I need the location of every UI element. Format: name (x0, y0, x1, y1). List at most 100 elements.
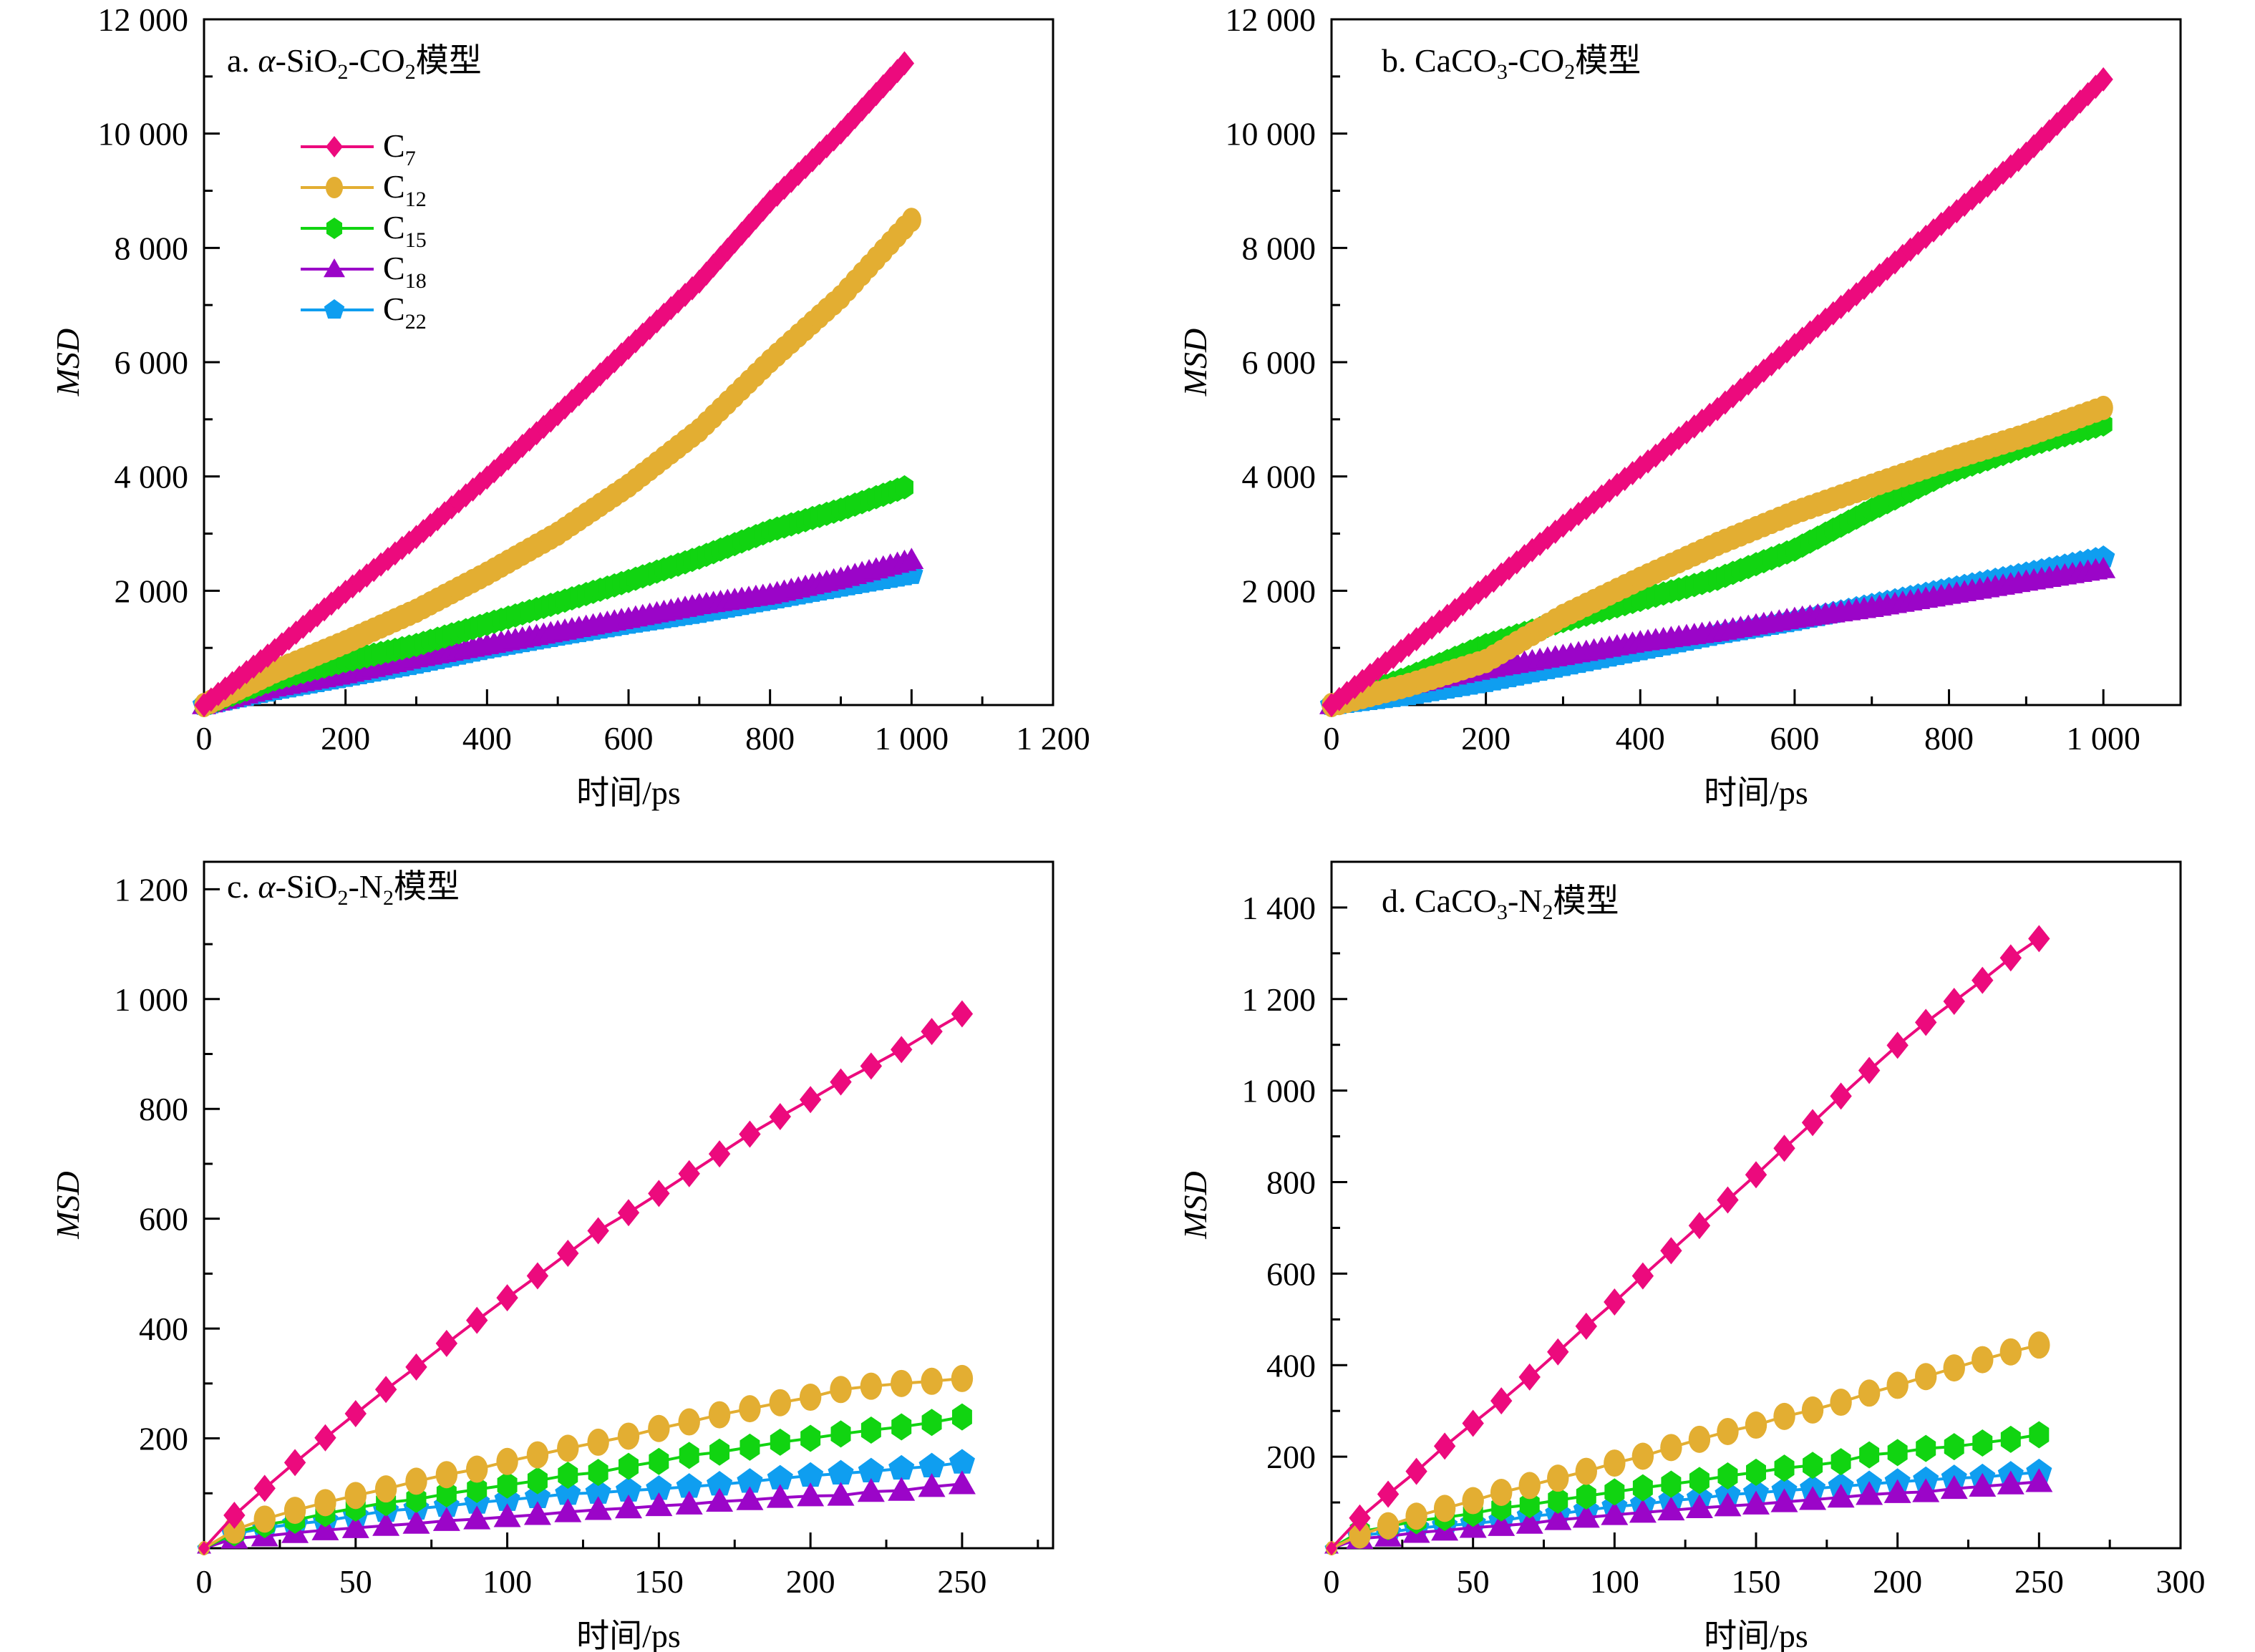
data-point (372, 1512, 400, 1536)
x-tick-label: 1 000 (875, 720, 949, 757)
data-point (463, 1505, 491, 1530)
data-point (800, 1424, 821, 1452)
data-point (737, 1468, 763, 1493)
data-point (1604, 1449, 1626, 1477)
data-point (336, 579, 356, 604)
data-point (678, 1408, 700, 1436)
data-point (1770, 1488, 1798, 1512)
data-point (1943, 987, 1965, 1015)
data-point (860, 1052, 883, 1080)
data-point (1344, 674, 1364, 699)
data-point (1326, 1541, 1337, 1555)
data-point (467, 1475, 488, 1503)
data-point (918, 1473, 946, 1497)
data-point (1391, 638, 1411, 664)
y-tick-label: 1 200 (115, 871, 189, 908)
data-point (1368, 656, 1388, 681)
y-tick-label: 200 (139, 1421, 188, 1457)
panel-title: b. CaCO3-CO2模型 (1382, 42, 1641, 84)
data-point (477, 465, 497, 490)
panel-title: c. α-SiO2-N2模型 (227, 868, 460, 910)
series-c7 (194, 51, 915, 717)
data-point (1774, 1454, 1795, 1482)
x-tick-label: 800 (745, 720, 795, 757)
data-point (1661, 1470, 1682, 1498)
data-point (215, 676, 236, 701)
data-point (948, 1470, 976, 1495)
legend-label: C15 (383, 209, 427, 252)
data-point (858, 1457, 884, 1482)
legend-item-c18: C18 (301, 250, 427, 293)
data-point (1940, 1474, 1968, 1500)
data-point (1688, 1212, 1711, 1240)
data-point (951, 1000, 974, 1028)
data-point (374, 1475, 397, 1503)
data-point (1773, 1402, 1795, 1430)
data-point (1801, 1396, 1824, 1424)
series-c7 (1322, 67, 2113, 717)
data-point (661, 296, 681, 321)
data-point (1576, 1482, 1596, 1510)
x-tick-label: 400 (1616, 720, 1665, 757)
x-tick-label: 100 (482, 1563, 532, 1600)
x-tick-label: 1 200 (1016, 720, 1090, 757)
data-point (781, 168, 801, 193)
data-point (540, 408, 561, 433)
x-tick-label: 200 (1873, 1563, 1922, 1600)
data-point (555, 395, 575, 420)
data-point (1604, 1478, 1625, 1506)
x-tick-label: 50 (339, 1563, 372, 1600)
data-point (435, 1461, 458, 1489)
data-point (555, 1480, 581, 1505)
data-point (1490, 1479, 1513, 1507)
data-point (436, 1480, 457, 1508)
data-point (349, 568, 370, 593)
series-c12 (194, 208, 921, 717)
data-point (526, 1262, 549, 1290)
data-point (462, 477, 483, 502)
data-point (405, 1353, 427, 1381)
data-point (1944, 1433, 1964, 1461)
x-tick-label: 1 000 (2066, 720, 2140, 757)
data-point (2025, 1468, 2053, 1492)
data-point (523, 1501, 551, 1525)
data-point (949, 1449, 975, 1474)
data-point (830, 1420, 851, 1448)
x-tick-label: 300 (2156, 1563, 2206, 1600)
data-point (493, 1503, 521, 1527)
data-point (527, 1467, 548, 1495)
data-point (830, 1376, 852, 1404)
series-c12 (1322, 395, 2113, 717)
data-point (895, 475, 913, 500)
data-point (739, 1433, 760, 1461)
x-tick-label: 400 (462, 720, 512, 757)
x-tick-label: 200 (786, 1563, 835, 1600)
data-point (891, 1036, 913, 1064)
y-axis-title: MSD (1177, 1171, 1213, 1240)
data-point (1746, 1458, 1766, 1486)
data-point (374, 1376, 397, 1404)
data-point (828, 1459, 854, 1485)
y-axis-title: MSD (1177, 329, 1213, 397)
x-tick-label: 150 (634, 1563, 684, 1600)
data-point (901, 208, 921, 233)
data-point (675, 282, 695, 307)
data-point (2029, 1421, 2050, 1449)
legend-marker-hexagon-icon (326, 218, 343, 239)
x-tick-label: 600 (604, 720, 654, 757)
data-point (708, 1140, 731, 1168)
data-point (311, 1516, 339, 1540)
data-point (707, 1471, 733, 1496)
x-tick-label: 0 (196, 720, 213, 757)
legend-label: C18 (383, 250, 427, 293)
data-point (1377, 1512, 1400, 1540)
data-point (1572, 1504, 1600, 1528)
data-point (491, 452, 511, 477)
data-point (1886, 1371, 1909, 1399)
y-tick-label: 600 (1266, 1255, 1316, 1292)
legend-item-c12: C12 (301, 168, 427, 211)
data-point (1490, 1387, 1513, 1415)
data-point (2000, 1425, 2021, 1453)
data-point (253, 1505, 276, 1533)
